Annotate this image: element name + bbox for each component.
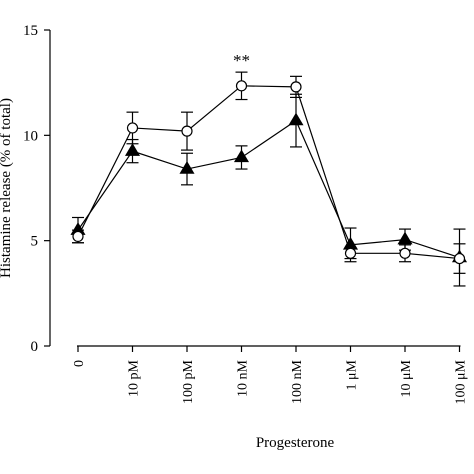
y-axis-title: Histamine release (% of total) — [0, 98, 14, 278]
y-tick-label: 0 — [31, 339, 39, 355]
y-tick-label: 15 — [23, 23, 38, 39]
annotation-layer: ** — [233, 51, 250, 70]
x-axis: 0 10 pM 100 pM 10 nM 100 nM 1 μM 10 μM 100 μM — [72, 345, 469, 404]
data-point — [124, 143, 141, 156]
data-point — [397, 231, 413, 245]
x-tick-label: 100 pM — [181, 359, 196, 404]
series-open-circle — [72, 71, 466, 274]
data-point — [235, 80, 248, 92]
y-tick-label: 5 — [31, 234, 39, 250]
x-tick-label: 10 nM — [236, 359, 251, 397]
data-point — [288, 112, 304, 126]
x-tick-label: 100 nM — [290, 359, 305, 404]
data-point — [181, 125, 193, 137]
x-tick-label: 100 μM — [454, 359, 469, 404]
data-point — [179, 161, 195, 174]
series-layer — [70, 71, 468, 287]
series-line — [77, 85, 460, 260]
data-point — [233, 149, 250, 163]
x-tick-label: 10 μM — [399, 359, 414, 397]
data-point — [290, 81, 302, 93]
y-axis: 0 5 10 15 — [23, 23, 51, 355]
data-point — [126, 122, 139, 134]
x-tick-label: 0 — [72, 360, 87, 367]
data-point — [72, 230, 84, 243]
y-tick-label: 10 — [23, 128, 38, 144]
x-axis-title: Progesterone — [256, 435, 335, 451]
data-point — [453, 252, 466, 265]
x-tick-label: 10 pM — [127, 359, 142, 397]
significance-annotation: ** — [233, 51, 250, 70]
data-point — [399, 247, 411, 259]
x-tick-label: 1 μM — [345, 359, 360, 390]
data-point — [344, 247, 357, 259]
series-line — [77, 119, 460, 259]
